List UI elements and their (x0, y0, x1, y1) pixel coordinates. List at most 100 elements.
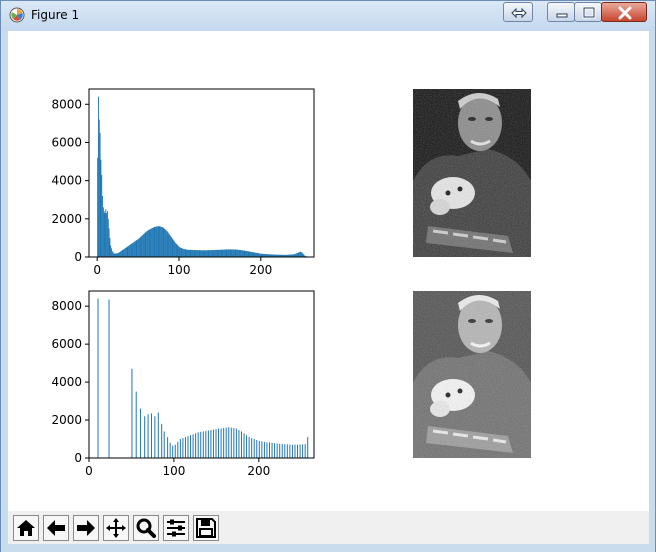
histogram-bar (194, 250, 196, 257)
histogram-bar (153, 227, 155, 257)
histogram-bar (222, 249, 224, 257)
pan-icon (106, 518, 126, 538)
histogram-bar (233, 249, 235, 257)
histogram-bar (101, 174, 103, 257)
histogram-bar (147, 230, 148, 257)
histogram-bar (188, 249, 189, 257)
histogram-bar (108, 228, 110, 257)
histogram-bar (218, 428, 220, 458)
histogram-bar (161, 227, 163, 257)
home-button[interactable] (13, 515, 39, 541)
histogram-bar (280, 254, 282, 257)
histogram-bar (183, 248, 184, 257)
histogram-bar (158, 226, 160, 257)
histogram-bar (140, 236, 142, 257)
minimize-button[interactable] (547, 2, 575, 22)
histogram-bar (242, 250, 243, 257)
histogram-bar (131, 243, 133, 257)
histogram-bar (205, 431, 207, 458)
histogram-bar (302, 444, 304, 458)
histogram-bar (212, 250, 214, 257)
histogram-bar (161, 423, 163, 458)
histogram-bar (287, 254, 289, 257)
histogram-bar (214, 250, 216, 257)
restore-swap-button[interactable] (503, 2, 533, 22)
histogram-bar (159, 226, 161, 257)
equalized-image (413, 291, 531, 458)
pan-button[interactable] (103, 515, 129, 541)
histogram-bar (252, 252, 254, 257)
histogram-bar (239, 250, 241, 257)
histogram-bar (116, 253, 117, 257)
close-button[interactable] (601, 2, 647, 22)
histogram-bar (191, 249, 193, 257)
close-icon (618, 6, 632, 20)
histogram-bar (152, 227, 153, 257)
histogram-bar (297, 444, 299, 458)
histogram-bar (166, 231, 168, 257)
restore-swap-icon (511, 7, 527, 19)
histogram-bar (227, 249, 229, 257)
histogram-bar (297, 252, 299, 257)
histogram-bar (117, 253, 119, 257)
histogram-bar (163, 228, 165, 257)
histogram-bar (124, 248, 126, 257)
histogram-bar (184, 437, 186, 458)
histogram-bar (160, 226, 162, 257)
histogram-bar (185, 249, 187, 257)
histogram-bar (134, 241, 135, 257)
histogram-bar (118, 252, 120, 257)
histogram-bar (251, 251, 252, 257)
histogram-bar (235, 428, 237, 458)
save-button[interactable] (193, 515, 219, 541)
histogram-bar (175, 243, 177, 257)
forward-button[interactable] (73, 515, 99, 541)
histogram-bar (148, 229, 150, 257)
histogram-bar (119, 252, 121, 257)
y-tick-label: 6000 (51, 135, 82, 149)
histogram-bar (246, 435, 248, 458)
axes-frame (88, 88, 315, 258)
original-image (413, 89, 531, 257)
histogram-bar (287, 254, 288, 257)
histogram-bar (156, 226, 158, 257)
histogram-bar (111, 251, 113, 257)
histogram-bar (127, 246, 129, 257)
histogram-bar (235, 249, 237, 257)
histogram-bar (269, 254, 270, 257)
histogram-bar (203, 250, 205, 257)
histogram-bar (258, 253, 260, 257)
histogram-bar (131, 368, 133, 458)
histogram-bar (187, 436, 189, 458)
histogram-bar (277, 254, 279, 257)
zoom-button[interactable] (133, 515, 159, 541)
maximize-button[interactable] (574, 2, 602, 22)
figure-canvas[interactable]: 0 100 200 0 2000 4000 6000 8000 0 100 200 0 2000 400… (8, 31, 649, 511)
title-bar[interactable]: Figure 1 (1, 1, 655, 31)
histogram-bar (197, 250, 199, 257)
subplots-config-button[interactable] (163, 515, 189, 541)
histogram-bar (202, 431, 204, 458)
histogram-bar (284, 254, 286, 257)
histogram-bar (216, 249, 218, 257)
histogram-bar (268, 254, 270, 257)
histogram-bar (134, 241, 136, 257)
histogram-bar (230, 427, 232, 458)
back-arrow-icon (47, 520, 65, 536)
histogram-bar (154, 226, 156, 257)
back-button[interactable] (43, 515, 69, 541)
histogram-bar (289, 254, 291, 257)
histogram-bar (286, 254, 288, 257)
minimize-icon (556, 13, 568, 18)
histogram-bar (186, 249, 188, 257)
histogram-bar (234, 249, 236, 257)
histogram-bar (102, 207, 104, 257)
histogram-bar (179, 247, 180, 257)
axes-frame (88, 290, 315, 459)
histogram-bar (126, 246, 128, 257)
histogram-bar (98, 96, 99, 258)
maximize-icon (582, 6, 596, 19)
histogram-bar (120, 250, 122, 257)
histogram-bar (248, 437, 250, 458)
